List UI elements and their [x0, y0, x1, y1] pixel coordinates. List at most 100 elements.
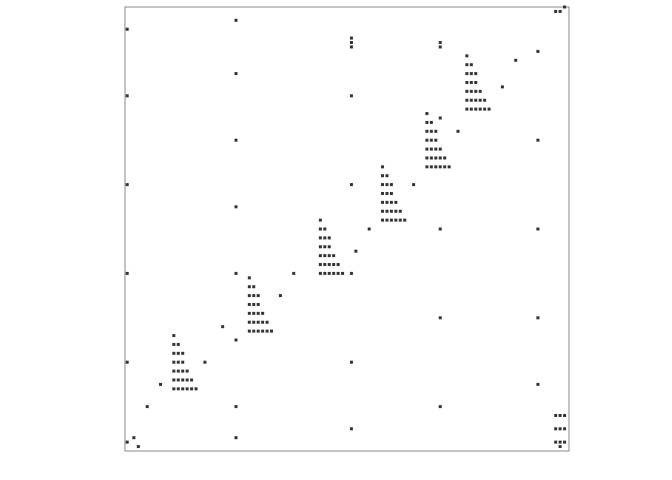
nonzero-entry [181, 351, 185, 355]
nonzero-entry [252, 311, 256, 315]
nonzero-entry [536, 382, 540, 386]
nonzero-entry [247, 276, 251, 280]
nonzero-entry [252, 285, 256, 289]
nonzero-entry [469, 89, 473, 93]
nonzero-entry [438, 41, 442, 45]
nonzero-entry [247, 329, 251, 333]
nonzero-entry [394, 200, 398, 204]
nonzero-entry [465, 98, 469, 102]
nonzero-entry [381, 200, 385, 204]
nonzero-entry [385, 174, 389, 178]
nonzero-entry [389, 209, 393, 213]
nonzero-entry [125, 360, 129, 364]
nonzero-entry [514, 58, 518, 62]
nonzero-entry [247, 320, 251, 324]
nonzero-entry [438, 45, 442, 49]
nonzero-entry [354, 249, 358, 253]
nonzero-entry [185, 378, 189, 382]
nonzero-entry [425, 120, 429, 124]
nonzero-entry [389, 218, 393, 222]
nonzero-entry [332, 254, 336, 258]
nonzero-entry [563, 440, 567, 444]
nonzero-entry [349, 41, 353, 45]
nonzero-entry [172, 342, 176, 346]
nonzero-entry [478, 98, 482, 102]
nonzero-entry [327, 236, 331, 240]
nonzero-entry [323, 236, 327, 240]
nonzero-entry [323, 245, 327, 249]
nonzero-entry [429, 129, 433, 133]
nonzero-entry [469, 72, 473, 76]
nonzero-entry [327, 263, 331, 267]
nonzero-entry [381, 191, 385, 195]
nonzero-entry [145, 405, 149, 409]
nonzero-entry [176, 351, 180, 355]
nonzero-entry [563, 5, 567, 9]
nonzero-entry [474, 89, 478, 93]
nonzero-entry [159, 382, 163, 386]
nonzero-entry [438, 405, 442, 409]
nonzero-entry [554, 413, 558, 417]
nonzero-entry [438, 165, 442, 169]
nonzero-entry [398, 218, 402, 222]
nonzero-entry [181, 360, 185, 364]
nonzero-entry [190, 378, 194, 382]
nonzero-entry [318, 263, 322, 267]
nonzero-entry [438, 156, 442, 160]
nonzero-entry [265, 329, 269, 333]
nonzero-entry [181, 369, 185, 373]
nonzero-entry [270, 329, 274, 333]
nonzero-entry [465, 72, 469, 76]
nonzero-entry [456, 129, 460, 133]
nonzero-entry [465, 63, 469, 67]
nonzero-entry [256, 320, 260, 324]
nonzero-entry [381, 218, 385, 222]
nonzero-entry [500, 85, 504, 89]
nonzero-entry [252, 329, 256, 333]
nonzero-entry [332, 263, 336, 267]
nonzero-entry [394, 209, 398, 213]
nonzero-entry [483, 107, 487, 111]
nonzero-entry [474, 80, 478, 84]
nonzero-entry [349, 183, 353, 187]
nonzero-entry [447, 165, 451, 169]
nonzero-entry [536, 49, 540, 53]
nonzero-entry [487, 107, 491, 111]
nonzero-entry [389, 191, 393, 195]
nonzero-entry [429, 165, 433, 169]
nonzero-entry [332, 271, 336, 275]
nonzero-entry [465, 89, 469, 93]
nonzero-entry [318, 227, 322, 231]
nonzero-entry [478, 107, 482, 111]
nonzero-entry [389, 200, 393, 204]
nonzero-entry [172, 334, 176, 338]
nonzero-entry [176, 369, 180, 373]
nonzero-entry [318, 236, 322, 240]
nonzero-entry [554, 427, 558, 431]
nonzero-entry [349, 36, 353, 40]
nonzero-entry [563, 413, 567, 417]
nonzero-entry [554, 9, 558, 13]
nonzero-entry [434, 156, 438, 160]
nonzero-entry [558, 9, 562, 13]
nonzero-entry [349, 360, 353, 364]
nonzero-entry [234, 72, 238, 76]
nonzero-entry [381, 209, 385, 213]
nonzero-entry [336, 271, 340, 275]
nonzero-entry [234, 18, 238, 22]
nonzero-entry [125, 27, 129, 31]
nonzero-entry [221, 325, 225, 329]
nonzero-entry [125, 271, 129, 275]
nonzero-entry [327, 245, 331, 249]
nonzero-entry [261, 311, 265, 315]
nonzero-entry [429, 138, 433, 142]
nonzero-entry [125, 183, 129, 187]
nonzero-entry [181, 378, 185, 382]
nonzero-entry [256, 302, 260, 306]
nonzero-entry [252, 302, 256, 306]
nonzero-entry [323, 254, 327, 258]
nonzero-entry [558, 445, 562, 449]
nonzero-entry [429, 156, 433, 160]
nonzero-entry [349, 271, 353, 275]
nonzero-entry [247, 285, 251, 289]
